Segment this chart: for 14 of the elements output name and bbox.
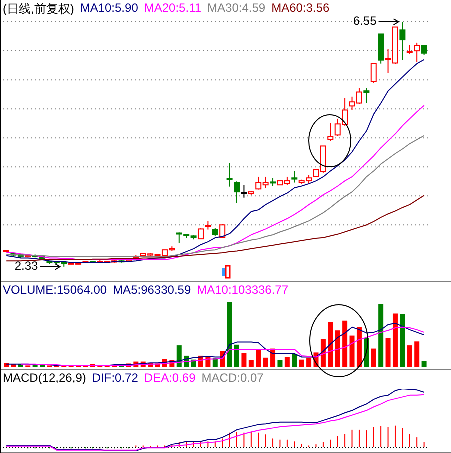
text: MA10:5.90 <box>80 1 138 17</box>
annotation: 6.55 <box>353 14 378 28</box>
text: MA60:3.56 <box>272 1 330 17</box>
text: DIF:0.72 <box>92 371 138 385</box>
text: MACD:0.07 <box>202 371 264 385</box>
text: MA20:5.11 <box>144 1 202 17</box>
chart-title: MACD(12,26,9) <box>3 371 86 385</box>
chart-title: (日线,前复权) <box>3 1 74 18</box>
text: MA10:103336.77 <box>197 283 289 297</box>
text: DEA:0.69 <box>144 371 196 385</box>
text: MA5:96330.59 <box>113 283 192 297</box>
annotation: 2.33 <box>14 259 39 274</box>
text: MA30:4.59 <box>208 1 266 17</box>
chart-title: VOLUME:15064.00 <box>3 283 108 297</box>
